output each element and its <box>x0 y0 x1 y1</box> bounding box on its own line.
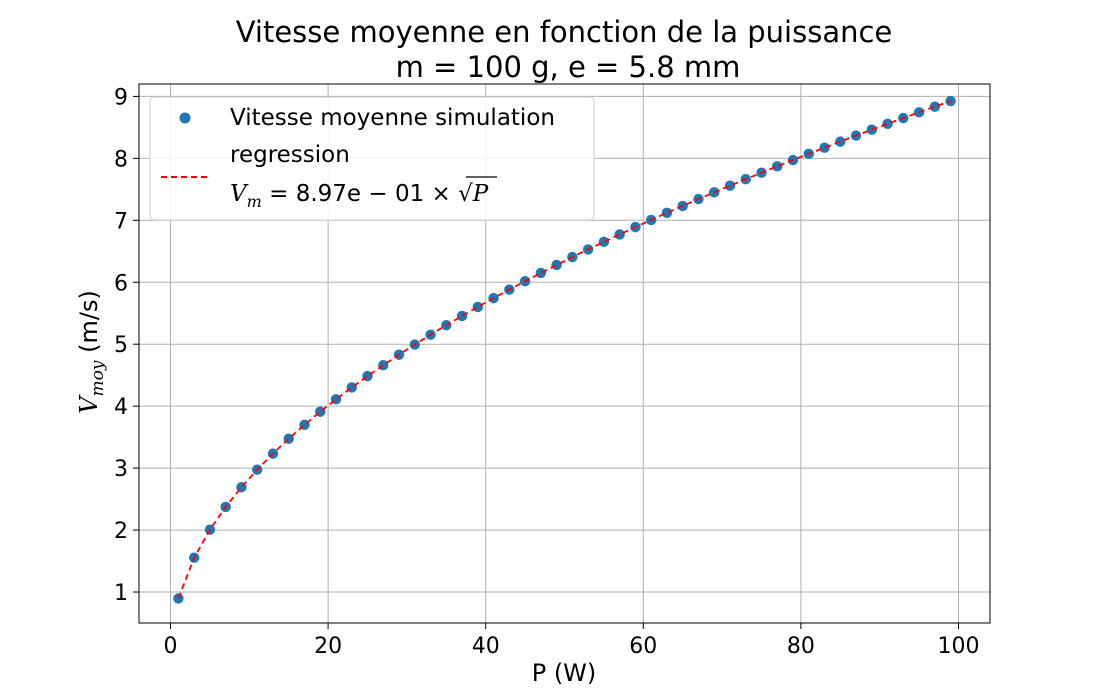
scatter-point <box>819 142 830 153</box>
x-tick-label: 80 <box>787 634 815 659</box>
y-tick-label: 5 <box>114 333 128 358</box>
legend: Vitesse moyenne simulation regression Vm… <box>149 96 595 221</box>
scatter-point <box>614 229 625 240</box>
y-tick-label: 6 <box>114 271 128 296</box>
scatter-point <box>661 207 673 219</box>
y-tick-label: 2 <box>114 519 128 544</box>
legend-scatter-marker <box>179 112 191 124</box>
scatter-point <box>378 360 389 371</box>
x-axis-ticks: 0 20 40 60 80 100 <box>164 623 979 659</box>
chart-subtitle: m = 100 g, e = 5.8 mm <box>396 50 741 84</box>
scatter-point <box>772 161 783 172</box>
scatter-point <box>882 118 893 130</box>
y-tick-label: 4 <box>114 395 128 420</box>
y-axis-label: Vmoy (m/s) <box>75 290 108 414</box>
y-tick-label: 9 <box>114 85 128 110</box>
x-tick-label: 100 <box>937 634 979 659</box>
regression-line <box>177 100 951 599</box>
y-tick-label: 7 <box>114 209 128 234</box>
scatter-point <box>598 236 610 248</box>
scatter-point <box>456 310 468 322</box>
y-tick-label: 3 <box>114 457 128 482</box>
x-tick-label: 60 <box>629 634 657 659</box>
scatter-point <box>866 124 878 135</box>
legend-formula: Vm = 8.97e − 01 × √P <box>230 181 489 211</box>
scatter-point <box>551 259 562 271</box>
legend-box <box>149 96 595 221</box>
scatter-point <box>472 301 484 313</box>
legend-scatter-label: Vitesse moyenne simulation <box>230 105 555 131</box>
scatter-point <box>835 136 846 147</box>
scatter-point <box>535 267 547 279</box>
series-layer <box>173 95 956 604</box>
x-tick-label: 40 <box>472 634 500 659</box>
plot-area <box>138 83 991 624</box>
scatter-point <box>929 101 941 112</box>
y-axis-ticks: 1 2 3 4 5 6 7 8 9 <box>114 85 139 606</box>
chart-title: Vitesse moyenne en fonction de la puissa… <box>236 15 893 49</box>
x-tick-label: 20 <box>314 634 342 659</box>
x-axis-label: P (W) <box>532 659 597 687</box>
scatter-point <box>724 180 736 191</box>
y-tick-label: 1 <box>114 581 128 606</box>
scatter-point <box>173 593 184 604</box>
legend-line-label: regression <box>230 142 350 168</box>
y-tick-label: 8 <box>114 147 128 172</box>
x-tick-label: 0 <box>164 634 178 659</box>
